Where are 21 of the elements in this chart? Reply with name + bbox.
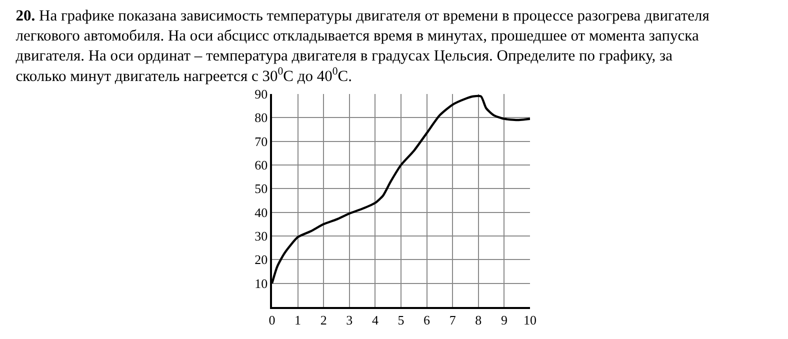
y-tick-label: 30 — [254, 228, 268, 244]
x-tick-label: 1 — [294, 312, 302, 328]
x-tick-label: 9 — [500, 312, 508, 328]
x-tick-label: 0 — [268, 312, 276, 328]
y-tick-label: 70 — [254, 134, 268, 149]
y-tick-label: 10 — [254, 276, 268, 291]
y-tick-label: 90 — [254, 86, 268, 102]
x-tick-label: 2 — [320, 312, 327, 328]
y-tick-label: 50 — [254, 181, 268, 196]
chart-title: 20. На графике показана зависимость температуры двигателя от времени в процессе разогрева двигателя легкового автомобиля. На оси абсцисс откладывается время в минутах, прошедшее от момента запуска двигателя. На оси ординат – температура двигателя в градусах Цельсия. Определите по графику, за сколько минут двигатель нагреется с 30$^{0}$С до 40$^{0}$С. — [16, 7, 710, 85]
y-tick-label: 40 — [254, 204, 268, 220]
x-tick-label: 7 — [449, 312, 456, 328]
x-tick-label: 5 — [398, 312, 404, 328]
y-tick-label: 60 — [254, 158, 268, 173]
x-tick-label: 3 — [346, 312, 353, 328]
y-tick-label: 80 — [254, 110, 268, 126]
x-tick-label: 6 — [424, 312, 431, 328]
y-tick-label: 20 — [254, 252, 268, 268]
x-tick-label: 8 — [475, 312, 482, 328]
x-tick-label: 10 — [524, 312, 536, 328]
x-tick-label: 4 — [372, 312, 379, 328]
